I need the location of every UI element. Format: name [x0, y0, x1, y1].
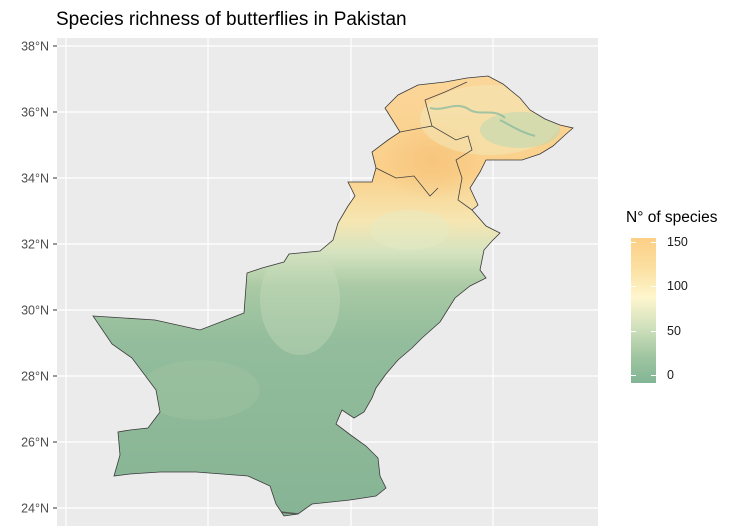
legend-label: 150 [667, 235, 688, 249]
legend-tick [631, 375, 656, 376]
legend-tick [631, 331, 656, 332]
y-tick-label: 24°N [21, 502, 49, 516]
legend-title: N° of species [626, 209, 718, 226]
y-tick-label: 34°N [21, 172, 49, 186]
map-title: Species richness of butterflies in Pakis… [56, 9, 407, 30]
legend-colorbar [631, 238, 656, 383]
legend-tick [631, 242, 656, 243]
y-tick-label: 26°N [21, 436, 49, 450]
y-tick-label: 36°N [21, 106, 49, 120]
legend-tick [631, 286, 656, 287]
y-tick-label: 32°N [21, 238, 49, 252]
admin-boundaries [375, 81, 473, 211]
y-tick-label: 30°N [21, 304, 49, 318]
legend-label: 0 [667, 368, 674, 382]
legend: N° of species 150 100 50 0 [626, 209, 738, 383]
y-axis: 38°N 36°N 34°N 32°N 30°N 28°N 26°N 24°N [21, 40, 57, 516]
y-tick-label: 38°N [21, 40, 49, 54]
legend-label: 50 [667, 324, 681, 338]
legend-label: 100 [667, 279, 688, 293]
y-tick-label: 28°N [21, 370, 49, 384]
country-border [92, 75, 574, 517]
